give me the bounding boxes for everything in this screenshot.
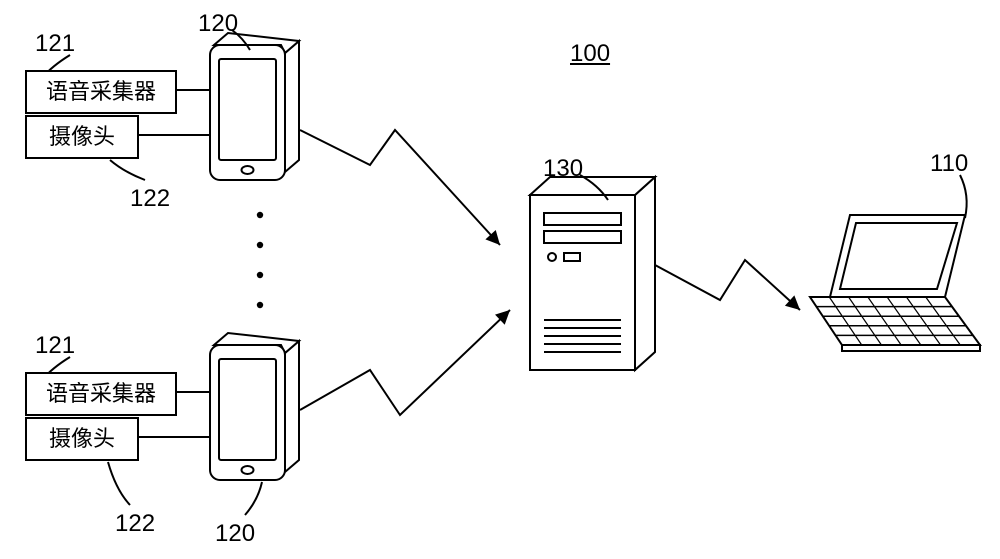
figure-label: 100 [570, 40, 610, 68]
ref-label: 121 [35, 30, 75, 58]
textbox-voice1: 语音采集器 [25, 70, 177, 114]
ref-label: 120 [215, 520, 255, 548]
ref-label: 122 [115, 510, 155, 538]
textbox-cam1: 摄像头 [25, 115, 139, 159]
textbox-voice2: 语音采集器 [25, 372, 177, 416]
ref-label: 130 [543, 155, 583, 183]
textbox-label: 语音采集器 [46, 79, 156, 104]
ref-label: 122 [130, 185, 170, 213]
ref-label: 110 [930, 150, 968, 178]
textbox-label: 摄像头 [49, 426, 115, 451]
textbox-label: 语音采集器 [46, 381, 156, 406]
textbox-cam2: 摄像头 [25, 417, 139, 461]
ref-label: 120 [198, 10, 238, 38]
ref-label: 121 [35, 332, 75, 360]
textbox-label: 摄像头 [49, 124, 115, 149]
